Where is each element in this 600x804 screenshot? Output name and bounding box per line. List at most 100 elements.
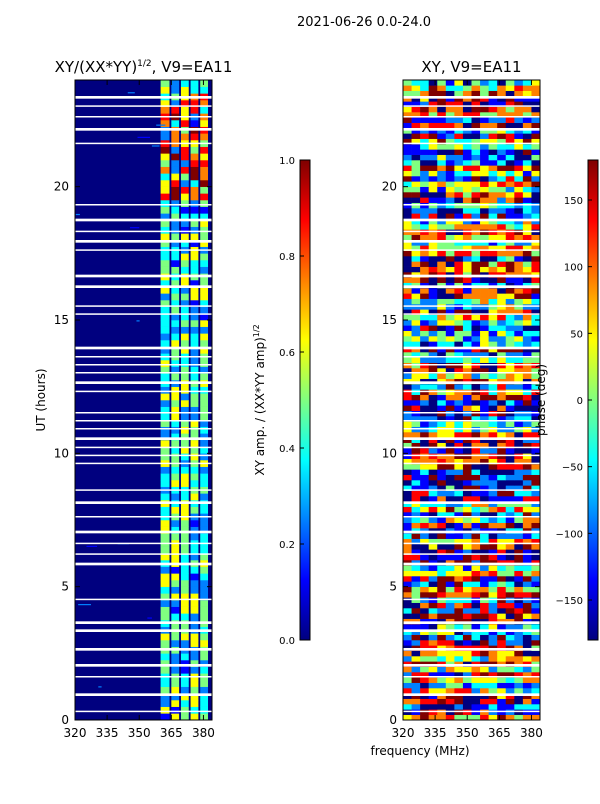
amplitude-cell [160, 660, 170, 667]
amplitude-cell [171, 526, 180, 534]
phase-cell [531, 437, 540, 443]
amplitude-cell [160, 200, 170, 207]
amplitude-cell [180, 373, 189, 381]
amplitude-cb-tick-label: 0.0 [279, 636, 295, 647]
phase-cell [505, 677, 515, 683]
phase-cell [454, 224, 464, 230]
phase-cell [403, 288, 412, 294]
amplitude-cell [180, 473, 189, 481]
amplitude-cell [190, 193, 199, 201]
amplitude-cell [171, 653, 180, 661]
phase-gap [403, 364, 540, 366]
phase-cell [471, 501, 481, 507]
phase-cell [445, 469, 455, 475]
phase-cell [505, 149, 515, 155]
amplitude-cell [160, 446, 170, 454]
phase-cell [471, 666, 481, 673]
amplitude-cell [171, 280, 180, 287]
phase-cell [420, 96, 429, 102]
amplitude-cell [160, 526, 170, 534]
phase-cell [437, 480, 447, 486]
phase-cell [505, 650, 515, 657]
phase-cell [505, 160, 515, 166]
phase-cell [454, 432, 464, 438]
amplitude-cell [160, 373, 170, 381]
amplitude-cell [200, 406, 209, 414]
amplitude-cell [180, 406, 189, 414]
phase-cell [488, 714, 498, 720]
phase-cell [497, 570, 507, 577]
phase-cell [420, 277, 429, 283]
phase-cell [514, 538, 524, 545]
phase-cell [462, 133, 472, 139]
amplitude-cell [160, 260, 170, 267]
amplitude-cell [160, 686, 170, 694]
amplitude-cell [160, 160, 170, 167]
amplitude-cell [200, 520, 209, 527]
amplitude-cell [200, 413, 209, 421]
phase-cell [428, 266, 438, 273]
phase-cell [522, 490, 532, 497]
phase-cell [488, 474, 498, 481]
phase-cell [437, 266, 447, 273]
phase-cell [497, 480, 507, 486]
amplitude-gap [75, 204, 212, 206]
phase-cell [505, 298, 515, 305]
amplitude-cell [180, 680, 189, 687]
amplitude-cell [200, 166, 209, 174]
phase-cell [488, 517, 498, 523]
phase-cell [505, 240, 515, 246]
phase-cell [420, 565, 429, 571]
phase-cell [531, 490, 540, 497]
amplitude-cell [171, 313, 180, 321]
phase-cell [462, 154, 472, 161]
phase-cell [480, 277, 489, 283]
amplitude-cell [200, 586, 209, 594]
phase-cell [420, 714, 429, 720]
phase-cell [411, 656, 421, 662]
phase-cell [505, 96, 515, 102]
amplitude-cell [200, 106, 209, 114]
phase-cell [437, 533, 447, 539]
phase-cell [403, 170, 412, 177]
amplitude-streak [136, 320, 140, 322]
amplitude-cell [180, 306, 189, 314]
amplitude-cell [160, 713, 170, 720]
phase-cell [428, 176, 438, 182]
phase-cell [505, 384, 515, 390]
phase-cell [480, 170, 489, 177]
phase-cell [505, 352, 515, 358]
amplitude-cell [180, 546, 189, 554]
phase-cell [522, 544, 532, 550]
phase-cell [497, 565, 507, 571]
phase-cell [454, 357, 464, 363]
phase-cell [445, 586, 455, 593]
phase-cell [514, 656, 524, 662]
amplitude-ytick-label: 10 [54, 446, 69, 460]
phase-cell [454, 437, 464, 443]
phase-cell [514, 213, 524, 219]
phase-cell [445, 160, 455, 166]
phase-cell [531, 160, 540, 166]
phase-colorbar-label: phase (deg) [534, 364, 548, 436]
phase-cell [480, 506, 489, 513]
phase-cell [462, 677, 472, 683]
phase-cell [497, 266, 507, 273]
phase-cell [531, 106, 540, 113]
phase-cell [514, 112, 524, 118]
phase-cell [471, 80, 481, 86]
amplitude-cell [190, 293, 199, 301]
phase-cell [471, 213, 481, 219]
phase-cell [531, 448, 540, 454]
amplitude-cell [190, 526, 199, 534]
phase-cell [445, 437, 455, 443]
phase-cell [462, 336, 472, 342]
amplitude-cell [200, 173, 209, 181]
phase-cell [437, 186, 447, 193]
phase-cell [488, 368, 498, 374]
phase-cell [488, 298, 498, 305]
phase-cell [505, 592, 515, 598]
phase-cell [420, 245, 429, 251]
amplitude-cell [180, 660, 189, 667]
phase-cell [454, 538, 464, 545]
